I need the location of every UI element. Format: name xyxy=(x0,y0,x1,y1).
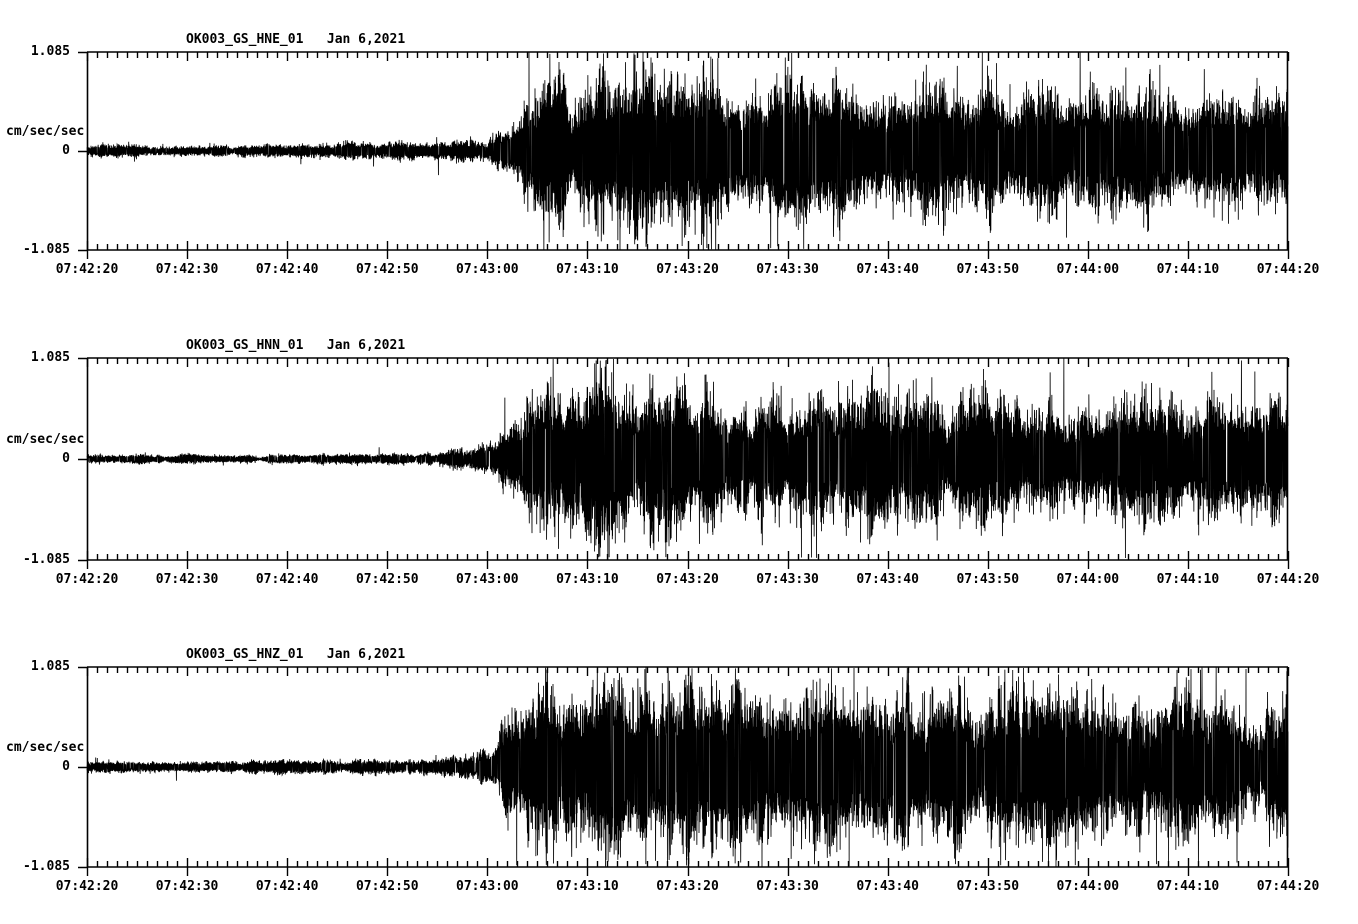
waveform-trace-hnz xyxy=(86,667,1289,867)
waveform-trace-hne xyxy=(86,52,1289,250)
y-tick-max-hnn: 1.085 xyxy=(30,350,70,365)
x-tick-label: 07:43:20 xyxy=(656,262,719,277)
x-tick-label: 07:43:30 xyxy=(756,879,819,894)
x-tick-label: 07:43:30 xyxy=(756,262,819,277)
panel-title-hnz: OK003_GS_HNZ_01 Jan 6,2021 xyxy=(186,647,406,662)
x-tick-label: 07:42:40 xyxy=(255,262,319,277)
y-tick-max-hnz: 1.085 xyxy=(30,659,70,674)
x-tick-label: 07:44:00 xyxy=(1056,879,1120,894)
y-axis-unit-label-hne: cm/sec/sec xyxy=(6,124,85,139)
x-tick-label: 07:43:10 xyxy=(556,572,619,587)
y-tick-zero-hnz: 0 xyxy=(62,759,70,774)
x-tick-label: 07:43:50 xyxy=(956,879,1020,894)
x-tick-label: 07:43:50 xyxy=(956,572,1020,587)
x-tick-label: 07:42:20 xyxy=(55,572,119,587)
x-tick-label: 07:42:50 xyxy=(355,572,419,587)
x-tick-label: 07:43:00 xyxy=(456,572,519,587)
y-axis-ticks xyxy=(78,357,87,562)
y-axis-ticks xyxy=(78,666,87,869)
x-tick-label: 07:43:00 xyxy=(456,879,519,894)
x-tick-label: 07:42:50 xyxy=(355,262,419,277)
x-tick-label: 07:44:20 xyxy=(1256,262,1320,277)
x-tick-label: 07:44:20 xyxy=(1256,572,1320,587)
x-axis-ticks xyxy=(86,358,1290,569)
x-tick-label: 07:42:30 xyxy=(155,572,219,587)
x-tick-label: 07:42:30 xyxy=(155,879,219,894)
y-tick-zero-hnn: 0 xyxy=(62,451,70,466)
x-tick-label: 07:43:40 xyxy=(856,572,919,587)
y-tick-max-hne: 1.085 xyxy=(30,44,70,59)
y-tick-zero-hne: 0 xyxy=(62,143,70,158)
x-tick-label: 07:44:20 xyxy=(1256,879,1320,894)
x-tick-label: 07:42:20 xyxy=(55,262,119,277)
x-tick-label: 07:43:40 xyxy=(856,262,919,277)
x-tick-label: 07:43:10 xyxy=(556,262,619,277)
x-tick-label: 07:42:20 xyxy=(55,879,119,894)
panel-title-hnn: OK003_GS_HNN_01 Jan 6,2021 xyxy=(186,338,406,353)
y-tick-min-hne: -1.085 xyxy=(23,242,70,257)
x-tick-label: 07:43:20 xyxy=(656,879,719,894)
x-tick-label: 07:42:40 xyxy=(255,879,319,894)
y-axis-unit-label-hnn: cm/sec/sec xyxy=(6,432,85,447)
y-axis-unit-label-hnz: cm/sec/sec xyxy=(6,740,85,755)
x-tick-label: 07:43:00 xyxy=(456,262,519,277)
x-tick-label: 07:43:40 xyxy=(856,879,919,894)
x-axis-ticks xyxy=(86,52,1290,259)
x-tick-label: 07:44:10 xyxy=(1156,572,1220,587)
x-tick-label: 07:42:40 xyxy=(255,572,319,587)
x-tick-label: 07:42:30 xyxy=(155,262,219,277)
y-tick-min-hnn: -1.085 xyxy=(23,552,70,567)
x-tick-label: 07:43:50 xyxy=(956,262,1020,277)
x-tick-label: 07:43:10 xyxy=(556,879,619,894)
x-tick-label: 07:44:10 xyxy=(1156,879,1220,894)
y-axis-ticks xyxy=(78,51,87,252)
x-tick-label: 07:43:30 xyxy=(756,572,819,587)
waveform-trace-hnn xyxy=(86,358,1289,560)
x-tick-label: 07:42:50 xyxy=(355,879,419,894)
x-axis-ticks xyxy=(86,667,1290,876)
y-tick-min-hnz: -1.085 xyxy=(23,859,70,874)
panel-title-hne: OK003_GS_HNE_01 Jan 6,2021 xyxy=(186,32,406,47)
x-tick-label: 07:44:00 xyxy=(1056,262,1120,277)
x-tick-label: 07:44:00 xyxy=(1056,572,1120,587)
x-tick-label: 07:43:20 xyxy=(656,572,719,587)
x-tick-label: 07:44:10 xyxy=(1156,262,1220,277)
